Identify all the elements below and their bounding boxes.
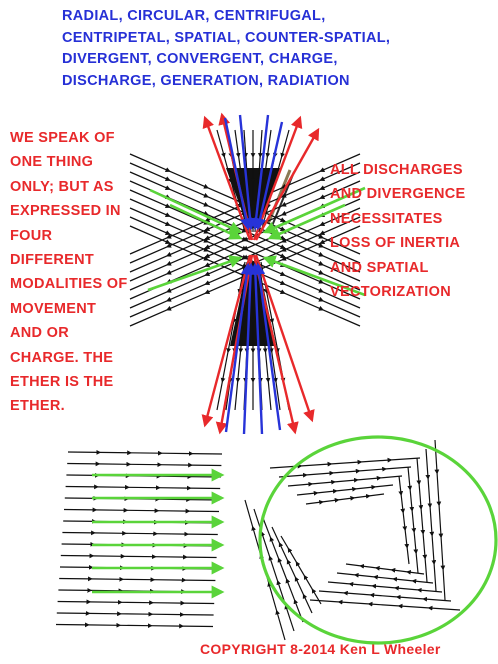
circular-field-line (280, 535, 322, 605)
circular-field-line (271, 526, 313, 614)
header-terms: RADIAL, CIRCULAR, CENTRIFUGAL, CENTRIPET… (62, 6, 390, 92)
green-arrow (149, 188, 243, 234)
circular-field-line (318, 590, 452, 602)
parallel-field-line (67, 461, 222, 468)
circular-field-line (262, 517, 304, 623)
circular-field-line (425, 448, 437, 592)
circular-field-line (336, 572, 434, 584)
left-statement-line: FOUR (10, 227, 53, 244)
red-arrow (201, 254, 252, 428)
parallel-field-line (56, 610, 214, 617)
red-arrow (215, 254, 254, 435)
green-arrow (147, 255, 243, 292)
left-statement-line: WE SPEAK OF (10, 130, 115, 146)
left-statement-line: EXPRESSED IN (10, 203, 121, 220)
parallel-field-line (63, 507, 220, 514)
circular-field-line (327, 581, 443, 593)
blue-arrow (254, 121, 284, 231)
copyright-notice: COPYRIGHT 8-2014 Ken L Wheeler (200, 641, 441, 657)
circular-field-line (278, 466, 412, 478)
circular-field-line (345, 563, 425, 575)
circular-field-line (287, 475, 403, 487)
header-line: RADIAL, CIRCULAR, CENTRIFUGAL, (62, 8, 326, 24)
circular-field-block (244, 439, 461, 641)
parallel-field-line (55, 622, 214, 629)
left-statement-line: ONE THING (10, 154, 94, 171)
red-arrow (254, 254, 315, 423)
blue-arrow (250, 114, 270, 231)
circular-field-line (305, 493, 385, 505)
left-statement-line: MODALITIES OF (10, 276, 128, 293)
left-statement-line: ETHER. (10, 398, 65, 415)
blue-arrow (253, 262, 282, 431)
left-statement-line: AND OR (10, 325, 69, 342)
parallel-field-line (67, 449, 223, 456)
green-arrow (262, 186, 366, 234)
parallel-field-line (60, 553, 217, 560)
circular-field-line (296, 484, 394, 496)
green-circle (258, 435, 498, 645)
parallel-field-green-arrows (92, 468, 225, 599)
circular-field-line (416, 457, 428, 583)
right-statement-line: VECTORIZATION (330, 284, 451, 301)
parallel-field-line (65, 484, 221, 491)
header-line: DIVERGENT, CONVERGENT, CHARGE, (62, 51, 338, 67)
left-statement-line: MOVEMENT (10, 300, 97, 317)
left-statement: WE SPEAK OF ONE THING ONLY; BUT AS EXPRE… (10, 126, 127, 419)
circular-field-line (407, 466, 419, 574)
right-statement: ALL DISCHARGES AND DIVERGENCE NECESSITAT… (330, 158, 466, 304)
green-inflow-arrows (147, 186, 366, 297)
parallel-field-line (59, 576, 216, 583)
parallel-field-line (57, 599, 215, 606)
circular-field-line (309, 599, 461, 611)
green-arrow (262, 255, 366, 297)
parallel-field-block (55, 449, 223, 629)
left-statement-line: CHARGE. THE (10, 349, 114, 366)
circular-field-line (398, 475, 410, 565)
blue-convergent-arrows (223, 114, 284, 435)
green-arrow (169, 203, 243, 240)
right-statement-line: AND DIVERGENCE (330, 186, 466, 203)
left-statement-line: ETHER IS THE (10, 374, 114, 391)
blue-arrow (242, 262, 257, 435)
blue-arrow (238, 114, 257, 231)
parallel-field-line (62, 530, 218, 537)
header-line: CENTRIPETAL, SPATIAL, COUNTER-SPATIAL, (62, 29, 391, 46)
right-statement-line: NECESSITATES (330, 210, 443, 227)
header-line: DISCHARGE, GENERATION, RADIATION (62, 72, 350, 89)
blue-arrow (224, 262, 253, 433)
right-statement-line: ALL DISCHARGES (330, 162, 463, 178)
circular-field-line (269, 457, 421, 469)
right-statement-line: AND SPATIAL (330, 259, 429, 276)
blue-arrow (249, 262, 264, 435)
left-statement-line: ONLY; BUT AS (10, 178, 114, 195)
left-statement-line: DIFFERENT (10, 252, 95, 269)
circular-field-line (434, 439, 446, 601)
right-statement-line: LOSS OF INERTIA (330, 235, 461, 252)
blue-arrow (223, 117, 252, 231)
red-arrow (254, 127, 320, 241)
green-arrow (267, 203, 346, 240)
